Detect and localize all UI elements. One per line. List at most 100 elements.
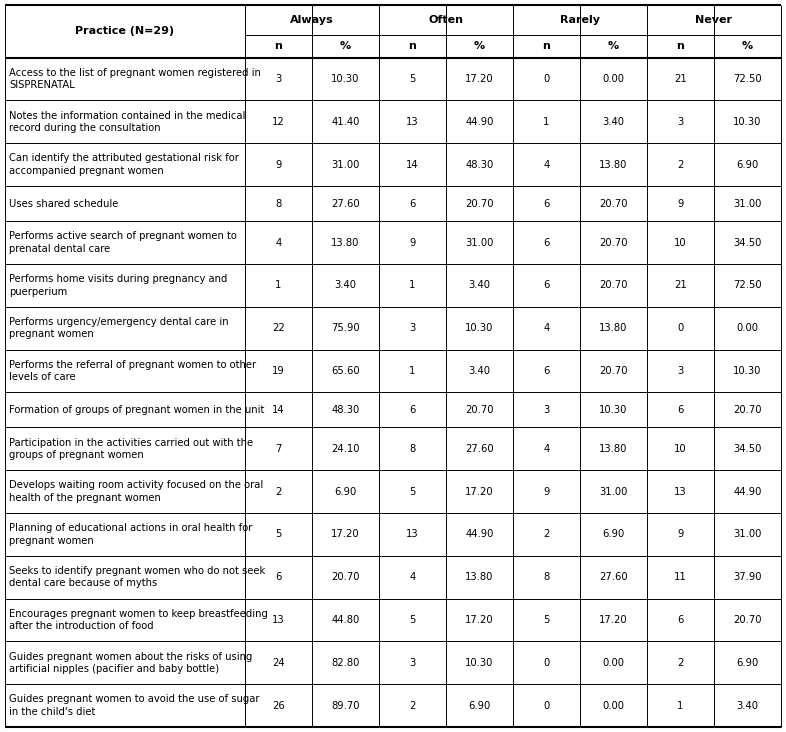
Text: 6.90: 6.90 — [602, 529, 625, 539]
Text: 0.00: 0.00 — [603, 701, 625, 711]
Text: Performs active search of pregnant women to
prenatal dental care: Performs active search of pregnant women… — [9, 231, 237, 254]
Text: 1: 1 — [410, 280, 416, 291]
Text: Guides pregnant women about the risks of using
artificial nipples (pacifier and : Guides pregnant women about the risks of… — [9, 651, 252, 674]
Text: 17.20: 17.20 — [465, 487, 494, 496]
Text: Often: Often — [428, 15, 464, 25]
Text: 13.80: 13.80 — [599, 160, 628, 170]
Text: 3.40: 3.40 — [736, 701, 758, 711]
Text: %: % — [474, 41, 485, 51]
Text: 26: 26 — [272, 701, 285, 711]
Text: Performs home visits during pregnancy and
puerperium: Performs home visits during pregnancy an… — [9, 274, 227, 296]
Text: 4: 4 — [275, 238, 281, 247]
Text: 37.90: 37.90 — [733, 572, 762, 582]
Text: 20.70: 20.70 — [331, 572, 360, 582]
Text: 0: 0 — [543, 701, 549, 711]
Text: 31.00: 31.00 — [599, 487, 628, 496]
Text: 9: 9 — [543, 487, 549, 496]
Text: 10.30: 10.30 — [733, 117, 762, 127]
Text: 27.60: 27.60 — [599, 572, 628, 582]
Text: n: n — [409, 41, 417, 51]
Text: 20.70: 20.70 — [733, 615, 762, 625]
Text: 6: 6 — [543, 198, 549, 209]
Text: Performs urgency/emergency dental care in
pregnant women: Performs urgency/emergency dental care i… — [9, 317, 229, 340]
Text: 13: 13 — [406, 529, 419, 539]
Text: 89.70: 89.70 — [331, 701, 360, 711]
Text: 0: 0 — [543, 74, 549, 84]
Text: 6: 6 — [543, 366, 549, 376]
Text: Planning of educational actions in oral health for
pregnant women: Planning of educational actions in oral … — [9, 523, 252, 545]
Text: 9: 9 — [410, 238, 416, 247]
Text: 10.30: 10.30 — [733, 366, 762, 376]
Text: 10.30: 10.30 — [465, 323, 494, 333]
Text: 2: 2 — [410, 701, 416, 711]
Text: n: n — [542, 41, 550, 51]
Text: 48.30: 48.30 — [465, 160, 494, 170]
Text: 6: 6 — [410, 405, 416, 415]
Text: n: n — [274, 41, 282, 51]
Text: 44.90: 44.90 — [733, 487, 762, 496]
Text: 3: 3 — [678, 117, 684, 127]
Text: 20.70: 20.70 — [465, 198, 494, 209]
Text: 0: 0 — [543, 658, 549, 668]
Text: 3: 3 — [678, 366, 684, 376]
Text: 13.80: 13.80 — [332, 238, 360, 247]
Text: 6.90: 6.90 — [334, 487, 357, 496]
Text: 0.00: 0.00 — [603, 658, 625, 668]
Text: Seeks to identify pregnant women who do not seek
dental care because of myths: Seeks to identify pregnant women who do … — [9, 566, 265, 589]
Text: 4: 4 — [543, 323, 549, 333]
Text: 8: 8 — [543, 572, 549, 582]
Text: %: % — [608, 41, 619, 51]
Text: 13: 13 — [406, 117, 419, 127]
Text: 3.40: 3.40 — [603, 117, 625, 127]
Text: 20.70: 20.70 — [599, 198, 628, 209]
Text: 7: 7 — [275, 444, 281, 454]
Text: 5: 5 — [543, 615, 549, 625]
Text: 2: 2 — [543, 529, 549, 539]
Text: 2: 2 — [678, 658, 684, 668]
Text: 31.00: 31.00 — [332, 160, 360, 170]
Text: Develops waiting room activity focused on the oral
health of the pregnant women: Develops waiting room activity focused o… — [9, 480, 263, 503]
Text: 1: 1 — [543, 117, 549, 127]
Text: 6.90: 6.90 — [736, 658, 758, 668]
Text: 11: 11 — [674, 572, 687, 582]
Text: 6: 6 — [678, 615, 684, 625]
Text: 72.50: 72.50 — [733, 280, 762, 291]
Text: 0.00: 0.00 — [736, 323, 758, 333]
Text: n: n — [677, 41, 685, 51]
Text: 72.50: 72.50 — [733, 74, 762, 84]
Text: 17.20: 17.20 — [465, 74, 494, 84]
Text: 22: 22 — [272, 323, 285, 333]
Text: 27.60: 27.60 — [331, 198, 360, 209]
Text: 4: 4 — [543, 444, 549, 454]
Text: 20.70: 20.70 — [599, 280, 628, 291]
Text: 10: 10 — [674, 444, 687, 454]
Text: 17.20: 17.20 — [465, 615, 494, 625]
Text: 44.90: 44.90 — [465, 117, 494, 127]
Text: 14: 14 — [406, 160, 419, 170]
Text: 13.80: 13.80 — [599, 323, 628, 333]
Text: 31.00: 31.00 — [465, 238, 494, 247]
Text: 3.40: 3.40 — [335, 280, 357, 291]
Text: Performs the referral of pregnant women to other
levels of care: Performs the referral of pregnant women … — [9, 359, 256, 382]
Text: 31.00: 31.00 — [733, 198, 762, 209]
Text: Formation of groups of pregnant women in the unit: Formation of groups of pregnant women in… — [9, 405, 264, 415]
Text: Always: Always — [290, 15, 334, 25]
Text: 6: 6 — [678, 405, 684, 415]
Text: 20.70: 20.70 — [465, 405, 494, 415]
Text: Can identify the attributed gestational risk for
accompanied pregnant women: Can identify the attributed gestational … — [9, 154, 239, 176]
Text: 0.00: 0.00 — [603, 74, 625, 84]
Text: Notes the information contained in the medical
record during the consultation: Notes the information contained in the m… — [9, 111, 245, 133]
Text: 6: 6 — [543, 238, 549, 247]
Text: 20.70: 20.70 — [599, 366, 628, 376]
Text: 6: 6 — [543, 280, 549, 291]
Text: 41.40: 41.40 — [332, 117, 360, 127]
Text: 9: 9 — [275, 160, 281, 170]
Text: 2: 2 — [275, 487, 281, 496]
Text: 13: 13 — [272, 615, 285, 625]
Text: 21: 21 — [674, 280, 687, 291]
Text: 75.90: 75.90 — [331, 323, 360, 333]
Text: 5: 5 — [410, 74, 416, 84]
Text: 10.30: 10.30 — [599, 405, 628, 415]
Text: 6: 6 — [275, 572, 281, 582]
Text: 44.80: 44.80 — [332, 615, 360, 625]
